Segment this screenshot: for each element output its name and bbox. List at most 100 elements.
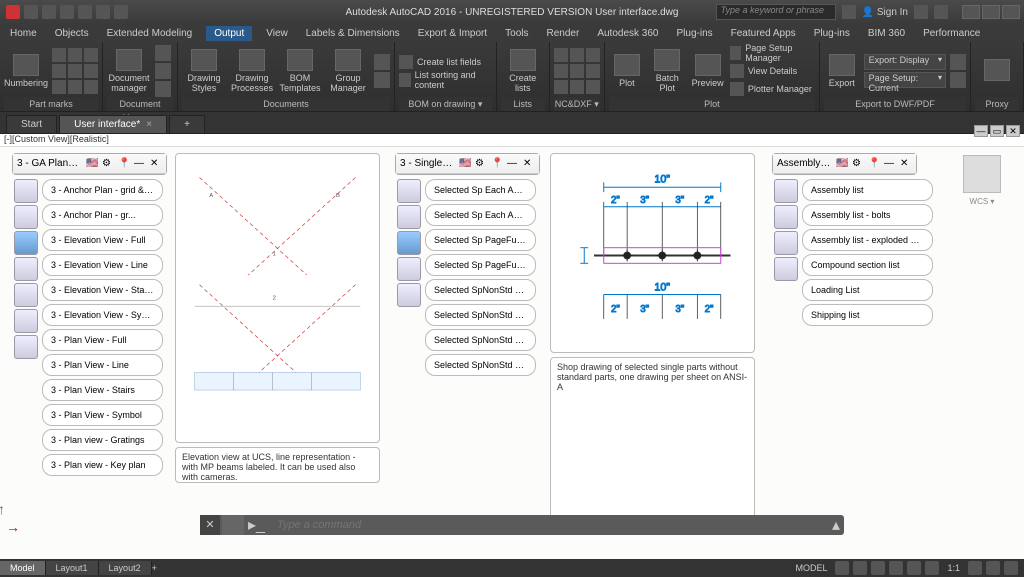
list-item[interactable]: Selected Sp Each ANSI-B bbox=[425, 204, 536, 226]
side-tab[interactable] bbox=[14, 205, 38, 229]
add-layout[interactable]: + bbox=[152, 563, 157, 573]
side-tab[interactable] bbox=[397, 283, 421, 307]
list-item[interactable]: 3 - Elevation View - Symbol bbox=[42, 304, 163, 326]
ribbon-small-button[interactable] bbox=[84, 64, 98, 78]
palette-assembly[interactable]: Assembly lists... 🇺🇸 ⚙ 📍 — ✕ bbox=[772, 153, 917, 175]
palette-side-tabs[interactable] bbox=[12, 177, 40, 497]
ribbon-small-button[interactable] bbox=[155, 45, 171, 61]
ribbon-button[interactable]: Document manager bbox=[107, 47, 151, 95]
list-item[interactable]: 3 - Plan View - Symbol bbox=[42, 404, 163, 426]
command-input[interactable] bbox=[269, 519, 828, 531]
side-tab[interactable] bbox=[14, 179, 38, 203]
ribbon-tab[interactable]: Extended Modeling bbox=[103, 26, 197, 41]
ribbon-tab[interactable]: Tools bbox=[501, 26, 532, 41]
layout-tab[interactable]: Layout2 bbox=[99, 561, 152, 575]
side-tab[interactable] bbox=[774, 257, 798, 281]
list-item[interactable]: Selected SpNonStd PageF... bbox=[425, 329, 536, 351]
ribbon-small-button[interactable] bbox=[570, 80, 584, 94]
side-tab[interactable] bbox=[14, 231, 38, 255]
ribbon-small-button[interactable] bbox=[155, 63, 171, 79]
ribbon-small-button[interactable] bbox=[68, 64, 82, 78]
close-icon[interactable]: ✕ bbox=[900, 158, 912, 170]
gear-icon[interactable]: ⚙ bbox=[102, 158, 114, 170]
exchange-icon[interactable] bbox=[914, 5, 928, 19]
minimize-icon[interactable]: — bbox=[134, 158, 146, 170]
maximize-button[interactable] bbox=[982, 5, 1000, 19]
ribbon-dropdown[interactable]: Page Setup: Current bbox=[864, 72, 946, 88]
ribbon-small-button[interactable] bbox=[586, 48, 600, 62]
palette-singlepart[interactable]: 3 - Singlepart... 🇺🇸 ⚙ 📍 — ✕ bbox=[395, 153, 540, 175]
ribbon-tab[interactable]: BIM 360 bbox=[864, 26, 909, 41]
quick-access-toolbar[interactable] bbox=[0, 5, 134, 19]
ribbon-small-button[interactable] bbox=[68, 80, 82, 94]
search-icon[interactable] bbox=[842, 5, 856, 19]
list-item[interactable]: Assembly list bbox=[802, 179, 933, 201]
ribbon-tab[interactable]: Autodesk 360 bbox=[593, 26, 662, 41]
side-tab[interactable] bbox=[774, 179, 798, 203]
ribbon-small-button[interactable] bbox=[68, 48, 82, 62]
ribbon-tab[interactable]: Output bbox=[206, 26, 252, 41]
list-item[interactable]: 3 - Elevation View - Full bbox=[42, 229, 163, 251]
ribbon-row-button[interactable]: Plotter Manager bbox=[730, 81, 815, 97]
pin-icon[interactable]: 📍 bbox=[491, 158, 503, 170]
list-item[interactable]: 3 - Anchor Plan - grid & hol... bbox=[42, 179, 163, 201]
side-tab[interactable] bbox=[14, 309, 38, 333]
list-item[interactable]: Selected Sp PageFull ANSI-C bbox=[425, 229, 536, 251]
gear-icon[interactable]: ⚙ bbox=[852, 158, 864, 170]
qat-icon[interactable] bbox=[6, 5, 20, 19]
gear-icon[interactable]: ⚙ bbox=[475, 158, 487, 170]
ribbon-row-button[interactable]: Create list fields bbox=[399, 54, 492, 70]
list-item[interactable]: Selected SpNonStd PageF... bbox=[425, 354, 536, 376]
tray-icon[interactable] bbox=[968, 561, 982, 575]
document-tab[interactable]: User interface*× bbox=[59, 115, 167, 133]
ribbon-tab[interactable]: View bbox=[262, 26, 292, 41]
list-item[interactable]: Selected Sp Each ANSI-A bbox=[425, 179, 536, 201]
ribbon-small-button[interactable] bbox=[950, 72, 966, 88]
side-tab[interactable] bbox=[397, 205, 421, 229]
ribbon-button[interactable]: BOM Templates bbox=[278, 47, 322, 95]
close-icon[interactable]: ✕ bbox=[523, 158, 535, 170]
list-item[interactable]: 3 - Plan view - Key plan bbox=[42, 454, 163, 476]
list-item[interactable]: 3 - Anchor Plan - gr... bbox=[42, 204, 163, 226]
ribbon-button[interactable]: Numbering bbox=[4, 47, 48, 95]
ribbon-dropdown[interactable]: Export: Display bbox=[864, 54, 946, 70]
ribbon-button[interactable]: Export bbox=[824, 47, 860, 95]
ribbon-small-button[interactable] bbox=[586, 64, 600, 78]
side-tab[interactable] bbox=[774, 205, 798, 229]
side-tab[interactable] bbox=[14, 257, 38, 281]
list-item[interactable]: 3 - Elevation View - Line bbox=[42, 254, 163, 276]
ribbon-tab[interactable]: Render bbox=[543, 26, 584, 41]
list-item[interactable]: 3 - Plan View - Line bbox=[42, 354, 163, 376]
minimize-icon[interactable]: — bbox=[507, 158, 519, 170]
qat-icon[interactable] bbox=[114, 5, 128, 19]
cmdline-close[interactable]: ✕ bbox=[200, 515, 220, 535]
ribbon-button[interactable]: Plot bbox=[609, 47, 645, 95]
ribbon-small-button[interactable] bbox=[52, 64, 66, 78]
qat-icon[interactable] bbox=[24, 5, 38, 19]
status-label[interactable]: MODEL bbox=[791, 563, 831, 573]
command-line[interactable]: ✕ ▸_ ▴ bbox=[200, 515, 844, 535]
ribbon-small-button[interactable] bbox=[374, 72, 390, 88]
ribbon-button[interactable]: Drawing Processes bbox=[230, 47, 274, 95]
layout-tab[interactable]: Layout1 bbox=[46, 561, 99, 575]
pin-icon[interactable]: 📍 bbox=[868, 158, 880, 170]
qat-icon[interactable] bbox=[96, 5, 110, 19]
minimize-icon[interactable]: — bbox=[884, 158, 896, 170]
list-item[interactable]: Shipping list bbox=[802, 304, 933, 326]
ribbon-tab[interactable]: Featured Apps bbox=[727, 26, 800, 41]
ribbon-small-button[interactable] bbox=[554, 80, 568, 94]
model-space[interactable]: 3 - GA Plans, E... 🇺🇸 ⚙ 📍 — ✕ 3 - Anchor… bbox=[0, 147, 1024, 559]
ribbon-small-button[interactable] bbox=[570, 48, 584, 62]
close-icon[interactable]: ✕ bbox=[150, 158, 162, 170]
ribbon-row-button[interactable]: Page Setup Manager bbox=[730, 45, 815, 61]
qat-icon[interactable] bbox=[60, 5, 74, 19]
ribbon-tab[interactable]: Export & Import bbox=[414, 26, 491, 41]
ribbon-row-button[interactable]: View Details bbox=[730, 63, 815, 79]
ribbon-tab[interactable]: Labels & Dimensions bbox=[302, 26, 404, 41]
side-tab[interactable] bbox=[397, 257, 421, 281]
tray-icon[interactable] bbox=[853, 561, 867, 575]
palette-side-tabs[interactable] bbox=[772, 177, 800, 347]
qat-icon[interactable] bbox=[78, 5, 92, 19]
tray-icon[interactable] bbox=[889, 561, 903, 575]
ribbon-button[interactable]: Batch Plot bbox=[649, 47, 685, 95]
